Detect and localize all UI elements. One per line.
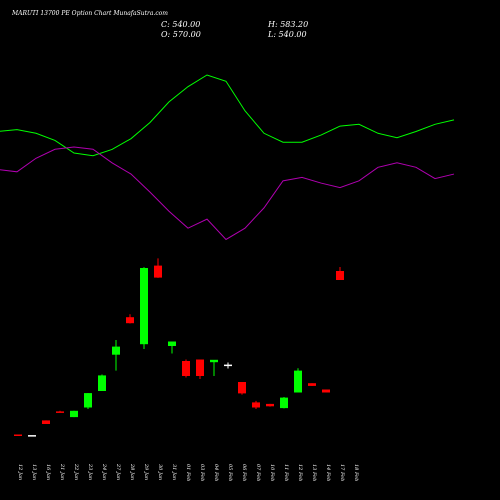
candle-body (224, 364, 232, 367)
x-tick-label: 31 Jan (171, 464, 177, 480)
x-tick-label: 28 Jan (129, 463, 135, 480)
candle-body (182, 361, 190, 376)
candle-body (252, 402, 260, 408)
x-tick-label: 06 Feb (241, 464, 247, 481)
candle-body (336, 271, 344, 280)
candle-body (322, 389, 330, 393)
x-tick-label: 29 Jan (143, 463, 149, 480)
x-tick-label: 12 Jan (17, 464, 23, 480)
candle-body (28, 435, 36, 437)
candle-body (168, 341, 176, 346)
candle-body (140, 268, 148, 345)
candle-body (56, 411, 64, 413)
x-tick-label: 11 Feb (283, 464, 289, 481)
close-readout: C: 540.00 (161, 20, 200, 29)
candle-body (294, 370, 302, 393)
candle-body (98, 375, 106, 391)
x-tick-label: 04 Feb (213, 464, 219, 481)
candle-body (238, 382, 246, 394)
high-readout: H: 583.20 (267, 20, 308, 29)
candle-body (196, 359, 204, 376)
x-tick-label: 18 Feb (353, 464, 359, 481)
x-tick-label: 23 Jan (87, 463, 93, 480)
x-tick-label: 12 Feb (297, 464, 303, 481)
x-tick-label: 10 Feb (269, 464, 275, 481)
x-tick-label: 05 Feb (227, 464, 233, 481)
x-tick-label: 30 Jan (157, 464, 163, 480)
candle-body (266, 403, 274, 407)
x-tick-label: 24 Jan (101, 463, 107, 480)
x-tick-label: 03 Feb (199, 464, 205, 481)
x-tick-label: 14 Feb (325, 464, 331, 481)
x-tick-label: 01 Feb (185, 464, 191, 481)
series-line-magenta (0, 146, 455, 241)
chart-title: MARUTI 13700 PE Option Chart MunafaSutra… (11, 10, 168, 17)
x-tick-label: 17 Feb (339, 464, 345, 481)
x-tick-label: 21 Jan (59, 463, 65, 480)
x-tick-label: 22 Jan (73, 463, 79, 480)
indicator-lines (0, 74, 455, 241)
candle-body (126, 317, 134, 324)
low-readout: L: 540.00 (267, 30, 307, 39)
candle-body (112, 346, 120, 355)
candle-body (42, 420, 50, 424)
candle-body (70, 410, 78, 418)
candle-body (154, 265, 162, 278)
x-tick-label: 13 Jan (31, 464, 37, 480)
candle-body (14, 434, 22, 436)
x-tick-label: 27 Jan (115, 463, 121, 480)
x-tick-label: 16 Jan (45, 464, 51, 480)
candle-body (280, 397, 288, 409)
candle-body (210, 359, 218, 363)
candles (14, 258, 344, 437)
x-tick-label: 13 Feb (311, 464, 317, 481)
x-tick-label: 07 Feb (255, 464, 261, 481)
candle-body (84, 393, 92, 408)
x-axis-labels: 12 Jan 13 Jan 16 Jan 21 Jan 22 Jan 23 Jan 24 J… (17, 463, 359, 481)
series-line-green (0, 74, 455, 157)
candle-body (308, 383, 316, 386)
open-readout: O: 570.00 (161, 30, 201, 39)
